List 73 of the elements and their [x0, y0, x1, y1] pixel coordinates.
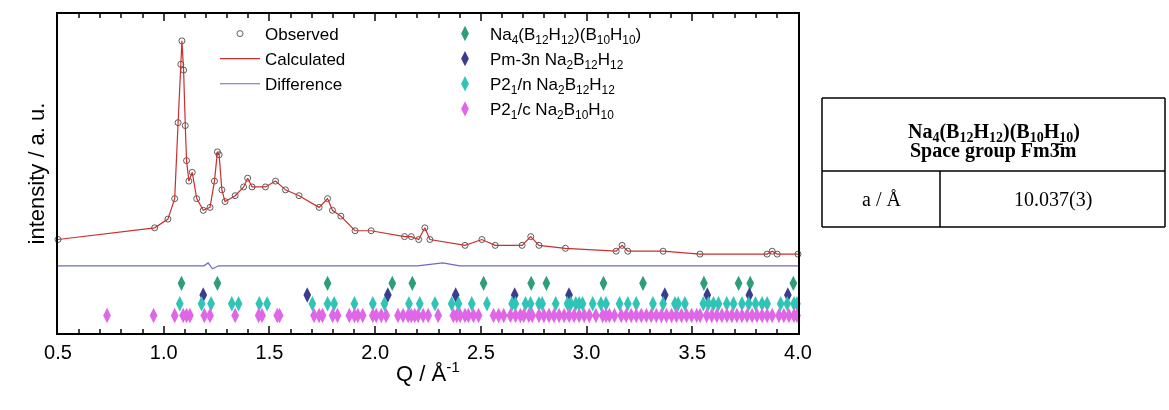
point: [612, 247, 620, 255]
point: [183, 157, 190, 165]
point: [329, 206, 336, 214]
point: [618, 241, 626, 249]
text: a / Å: [862, 188, 902, 210]
point: [367, 227, 375, 235]
point: [407, 233, 415, 240]
point: [763, 250, 771, 258]
legend-label: P2$_{1}$/n Na$_{2}$B$_{12}$H$_{12}$: [490, 75, 616, 97]
point: [415, 236, 423, 243]
point: [178, 37, 186, 45]
point: [659, 247, 667, 255]
point: [174, 119, 182, 127]
point: [231, 192, 239, 200]
point: [324, 195, 331, 203]
legend-label: Observed: [265, 25, 339, 45]
point: [696, 250, 704, 258]
point: [240, 183, 248, 191]
text: Na$_{4}$(B$_{12}$H$_{12}$)(B$_{10}$H$_{10}$): [490, 25, 642, 47]
point: [518, 241, 526, 249]
x-tick-label: 3.5: [678, 340, 707, 363]
point: [188, 168, 196, 176]
x-axis-title: Q / Å$^{-1}$: [396, 357, 460, 387]
point: [295, 192, 303, 200]
point: [185, 177, 193, 185]
point: [624, 247, 632, 255]
point: [214, 148, 221, 156]
point: [151, 224, 159, 232]
point: [491, 241, 499, 249]
point: [315, 203, 323, 211]
point: [199, 206, 207, 214]
point: [206, 203, 214, 211]
x-tick-label: 2.5: [466, 340, 495, 363]
point: [54, 236, 62, 243]
point: [562, 244, 569, 252]
point: [193, 195, 201, 203]
y-axis-title: intensity / a. u.: [23, 102, 49, 245]
legend-label: Pm-3n Na$_{2}$B$_{12}$H$_{12}$: [490, 50, 624, 72]
point: [351, 227, 359, 235]
point: [478, 236, 486, 243]
text: 10.037(3): [1014, 188, 1093, 211]
x-tick-label: 1.0: [149, 340, 178, 363]
point: [768, 247, 776, 255]
point: [421, 224, 429, 232]
point: [218, 186, 226, 194]
point: [401, 233, 408, 240]
x-tick-label: 0.5: [44, 340, 72, 363]
point: [461, 241, 469, 249]
point: [215, 151, 223, 159]
legend-label: Calculated: [265, 50, 346, 70]
x-tick-label: 3.0: [572, 340, 601, 363]
x-tick-label: 2.0: [361, 340, 390, 363]
point: [181, 122, 189, 129]
point: [337, 212, 345, 220]
point: [262, 183, 269, 191]
point: [282, 186, 289, 194]
point: [171, 195, 179, 203]
point: [272, 177, 279, 185]
point: [164, 215, 172, 223]
point: [535, 241, 543, 249]
legend-label: Difference: [265, 75, 343, 95]
point: [211, 177, 218, 185]
point: [527, 233, 535, 240]
point: [426, 236, 434, 243]
point: [248, 183, 256, 191]
x-tick-label: 1.5: [255, 340, 284, 363]
legend-label: P2$_{1}$/c Na$_{2}$B$_{10}$H$_{10}$: [490, 100, 615, 123]
x-tick-label: 4.0: [784, 340, 812, 363]
point: [221, 198, 229, 205]
point: [244, 174, 252, 182]
point: [794, 250, 802, 258]
point: [773, 250, 781, 258]
point: [180, 66, 187, 74]
